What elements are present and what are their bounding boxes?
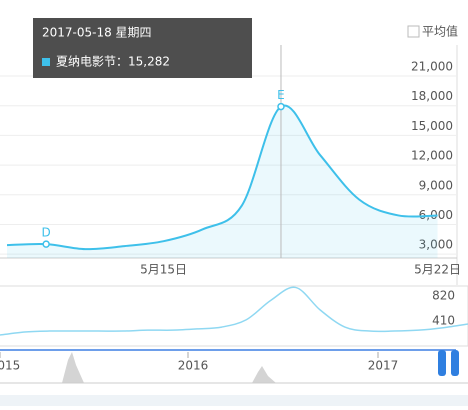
mini-tick-label: 410 xyxy=(432,313,455,327)
series-line xyxy=(6,104,438,251)
event-label: E xyxy=(277,88,285,102)
average-checkbox[interactable] xyxy=(407,25,420,38)
range-handle-left[interactable] xyxy=(438,350,446,376)
y-tick-label: 18,000 xyxy=(411,89,453,103)
average-label[interactable]: 平均值 xyxy=(422,24,458,39)
timeline-labels: 2015 2016 2017 xyxy=(0,352,398,373)
tooltip-date: 2017-05-18 星期四 xyxy=(42,26,152,40)
y-tick-label: 9,000 xyxy=(419,178,453,192)
event-marker xyxy=(42,240,50,248)
x-tick-label: 5月15日 xyxy=(140,263,187,277)
timeline-label: 2016 xyxy=(178,359,209,373)
mini-frame xyxy=(0,285,468,347)
mini-line xyxy=(0,286,468,336)
event-label: D xyxy=(42,226,51,240)
range-handle-right[interactable] xyxy=(451,350,459,376)
mini-tick-label: 820 xyxy=(432,288,455,302)
mini-chart: 820 410 xyxy=(0,286,468,336)
main-chart: 21,00018,00015,00012,0009,0006,0003,0005… xyxy=(0,45,461,277)
event-marker xyxy=(277,102,285,111)
timeline-label: 2017 xyxy=(368,359,399,373)
footer-band xyxy=(0,395,468,406)
x-tick-label: 5月22日 xyxy=(414,263,461,277)
timeline-label: 2015 xyxy=(0,359,20,373)
tooltip-swatch xyxy=(42,58,50,66)
y-tick-label: 15,000 xyxy=(411,119,453,133)
tooltip-value: 夏纳电影节：15,282 xyxy=(56,55,170,69)
y-tick-label: 21,000 xyxy=(411,60,453,74)
y-tick-label: 12,000 xyxy=(411,149,453,163)
y-tick-label: 3,000 xyxy=(419,238,453,252)
tooltip xyxy=(33,18,252,78)
series-area xyxy=(7,105,438,258)
timeline-spikes xyxy=(62,352,276,383)
